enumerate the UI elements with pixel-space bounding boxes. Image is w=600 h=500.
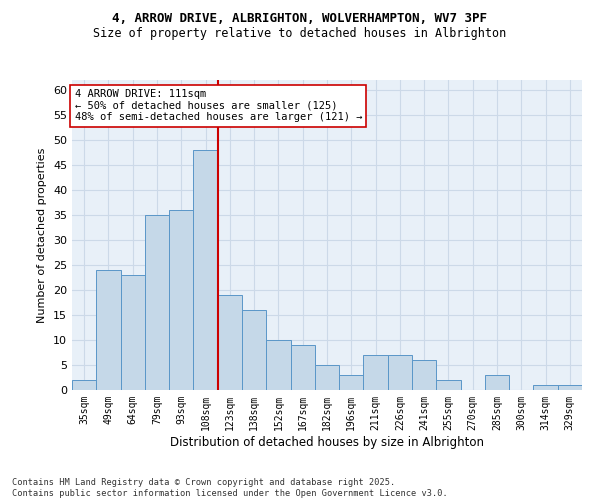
Bar xyxy=(266,340,290,390)
Y-axis label: Number of detached properties: Number of detached properties xyxy=(37,148,47,322)
Bar xyxy=(72,380,96,390)
Text: 4 ARROW DRIVE: 111sqm
← 50% of detached houses are smaller (125)
48% of semi-det: 4 ARROW DRIVE: 111sqm ← 50% of detached … xyxy=(74,90,362,122)
X-axis label: Distribution of detached houses by size in Albrighton: Distribution of detached houses by size … xyxy=(170,436,484,448)
Bar xyxy=(412,360,436,390)
Bar xyxy=(315,365,339,390)
Bar xyxy=(558,385,582,390)
Text: 4, ARROW DRIVE, ALBRIGHTON, WOLVERHAMPTON, WV7 3PF: 4, ARROW DRIVE, ALBRIGHTON, WOLVERHAMPTO… xyxy=(113,12,487,26)
Text: Contains HM Land Registry data © Crown copyright and database right 2025.
Contai: Contains HM Land Registry data © Crown c… xyxy=(12,478,448,498)
Bar xyxy=(193,150,218,390)
Bar xyxy=(242,310,266,390)
Bar xyxy=(218,295,242,390)
Bar xyxy=(169,210,193,390)
Bar xyxy=(145,215,169,390)
Bar xyxy=(121,275,145,390)
Bar xyxy=(533,385,558,390)
Bar xyxy=(339,375,364,390)
Bar xyxy=(96,270,121,390)
Bar xyxy=(485,375,509,390)
Bar xyxy=(436,380,461,390)
Text: Size of property relative to detached houses in Albrighton: Size of property relative to detached ho… xyxy=(94,28,506,40)
Bar xyxy=(290,345,315,390)
Bar xyxy=(364,355,388,390)
Bar xyxy=(388,355,412,390)
